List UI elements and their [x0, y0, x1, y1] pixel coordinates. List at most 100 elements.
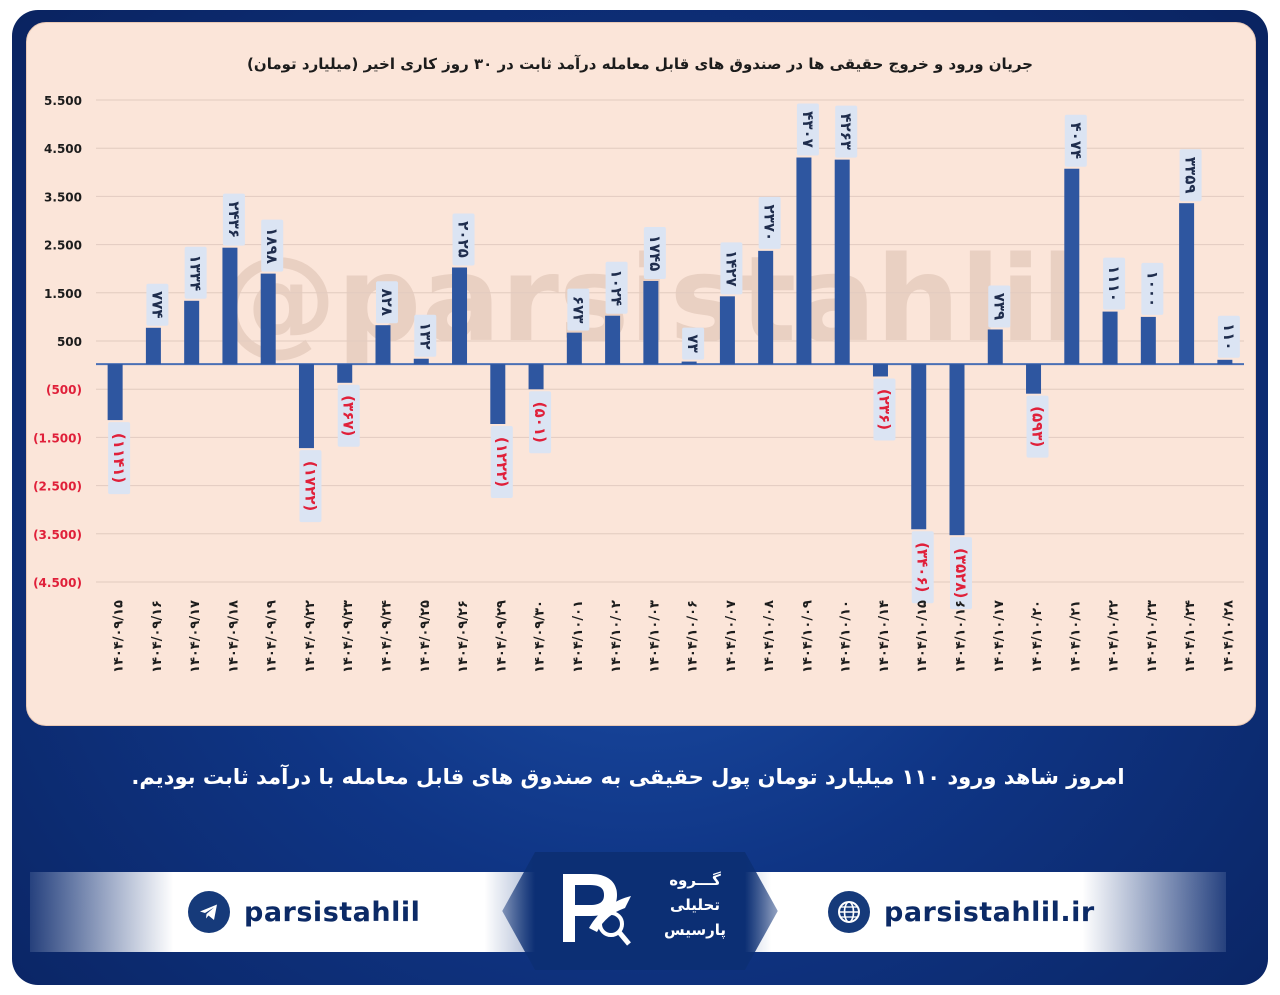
- data-label: ۳۳۵۹: [1182, 157, 1200, 194]
- y-tick-label: 4.500: [44, 142, 82, 156]
- data-label: (۳۶۷): [340, 395, 358, 436]
- data-label: (۱۷۲۲): [301, 461, 319, 511]
- x-tick-label: ۱۴۰۴/۰۹/۱۶: [150, 600, 165, 673]
- data-label-box: [988, 285, 1011, 328]
- bar: [681, 361, 697, 365]
- data-label: (۳۴۰۶): [914, 542, 932, 592]
- data-label-box: [1217, 315, 1240, 358]
- data-label: ۸۲۸: [378, 288, 396, 315]
- bar: [413, 358, 429, 365]
- bar: [1026, 364, 1042, 394]
- bar: [337, 364, 353, 383]
- data-label: (۵۰۱): [531, 402, 549, 443]
- chart-title: جریان ورود و خروج حقیقی ها در صندوق های …: [247, 55, 1033, 73]
- website-link[interactable]: parsistahlil.ir: [828, 884, 1095, 940]
- x-tick-label: ۱۴۰۴/۱۰/۱۰: [839, 600, 854, 673]
- data-label-box: [184, 246, 207, 299]
- logo-line-1: گـــروه: [669, 871, 721, 889]
- data-label: ۱۳۲: [416, 322, 434, 349]
- bar: [1064, 168, 1080, 365]
- data-label-box: [1141, 262, 1164, 315]
- globe-icon: [828, 891, 870, 933]
- bar: [796, 157, 812, 365]
- parsis-logo-icon: [563, 874, 631, 946]
- data-label-box: [376, 281, 398, 324]
- bar: [184, 300, 200, 365]
- data-label: ۴۰۷۴: [1067, 122, 1085, 159]
- bar: [1179, 203, 1195, 365]
- data-label: ۲۰۲۵: [455, 221, 473, 258]
- x-tick-label: ۱۴۰۴/۱۰/۲۸: [1221, 600, 1236, 673]
- data-label-box: [414, 314, 437, 357]
- data-label: ۱۴۲۷: [722, 250, 740, 287]
- x-tick-label: ۱۴۰۴/۱۰/۱۷: [992, 600, 1007, 673]
- x-tick-label: ۱۴۰۴/۰۹/۲۲: [303, 600, 318, 673]
- data-label-box: [835, 105, 858, 158]
- data-label: ۱۱۰: [1220, 323, 1238, 350]
- data-label: (۳۵۲۸): [952, 548, 970, 598]
- data-label-box: [529, 391, 552, 454]
- data-label: ۱۰۰۰: [1143, 271, 1161, 308]
- x-tick-label: ۱۴۰۴/۰۹/۲۵: [418, 600, 433, 673]
- data-label-box: [1103, 257, 1126, 310]
- infographic-frame: [12, 10, 1268, 985]
- bar: [643, 280, 659, 365]
- x-tick-label: ۱۴۰۴/۱۰/۲۲: [1107, 600, 1122, 673]
- bar: [1102, 311, 1118, 365]
- bar: [834, 159, 850, 365]
- bar: [987, 329, 1003, 365]
- data-label: ۴۲۶۳: [837, 113, 855, 150]
- chart-panel: [26, 22, 1256, 726]
- y-tick-label: (3.500): [33, 528, 82, 542]
- x-tick-label: ۱۴۰۴/۰۹/۱۸: [226, 600, 241, 673]
- data-label: ۴۳۰۷: [799, 111, 817, 148]
- x-tick-label: ۱۴۰۴/۰۹/۲۹: [494, 600, 509, 673]
- data-label-box: [605, 261, 628, 314]
- data-label: ۱۷۴۵: [646, 235, 664, 272]
- data-label-box: [146, 283, 169, 326]
- data-label: ۶۷۳: [569, 296, 587, 323]
- bar: [872, 364, 888, 377]
- telegram-contact[interactable]: parsistahlil: [188, 884, 420, 940]
- data-label: ۷۳: [684, 334, 702, 352]
- data-label-box: [682, 327, 705, 360]
- x-tick-label: ۱۴۰۴/۱۰/۲۱: [1068, 600, 1083, 673]
- data-label: ۱۳۳۴: [187, 254, 205, 291]
- x-tick-label: ۱۴۰۴/۱۰/۰۹: [800, 600, 815, 673]
- x-tick-label: ۱۴۰۴/۱۰/۰۸: [762, 600, 777, 673]
- y-tick-label: 5.500: [44, 94, 82, 108]
- data-label-box: [911, 531, 934, 604]
- bar: [719, 296, 735, 365]
- bar: [375, 325, 391, 365]
- x-tick-label: ۱۴۰۴/۰۹/۲۳: [341, 600, 356, 673]
- x-tick-label: ۱۴۰۴/۰۹/۲۴: [380, 600, 395, 673]
- y-tick-label: 2.500: [44, 239, 82, 253]
- x-tick-label: ۱۴۰۴/۱۰/۰۳: [647, 600, 662, 673]
- bar: [949, 364, 965, 536]
- bar: [107, 364, 123, 421]
- x-tick-label: ۱۴۰۴/۱۰/۰۶: [686, 600, 701, 673]
- bar: [222, 247, 238, 365]
- data-label-box: [1179, 149, 1202, 202]
- x-tick-label: ۱۴۰۴/۱۰/۰۱: [571, 600, 586, 673]
- data-label: ۷۳۹: [990, 293, 1008, 320]
- bar: [260, 273, 276, 365]
- data-label-box: [758, 196, 781, 249]
- x-tick-label: ۱۴۰۴/۱۰/۰۷: [724, 600, 739, 673]
- y-tick-label: 1.500: [44, 287, 82, 301]
- summary-caption: امروز شاهد ورود ۱۱۰ میلیارد تومان پول حق…: [131, 765, 1125, 789]
- data-label: (۱۲۲۲): [493, 437, 511, 487]
- data-label-box: [261, 219, 284, 272]
- logo-text: گـــروه تحلیلی پارسیس: [640, 868, 750, 943]
- data-label-box: [950, 537, 972, 610]
- data-label-box: [873, 378, 896, 441]
- bar: [298, 364, 314, 449]
- x-tick-label: ۱۴۰۴/۱۰/۱۴: [877, 600, 892, 673]
- x-tick-label: ۱۴۰۴/۱۰/۱۶: [954, 600, 969, 673]
- data-label-box: [1064, 114, 1087, 167]
- logo-line-3: پارسیس: [664, 921, 726, 939]
- data-label-box: [643, 226, 666, 279]
- bar: [911, 364, 927, 530]
- x-tick-label: ۱۴۰۴/۱۰/۲۳: [1145, 600, 1160, 673]
